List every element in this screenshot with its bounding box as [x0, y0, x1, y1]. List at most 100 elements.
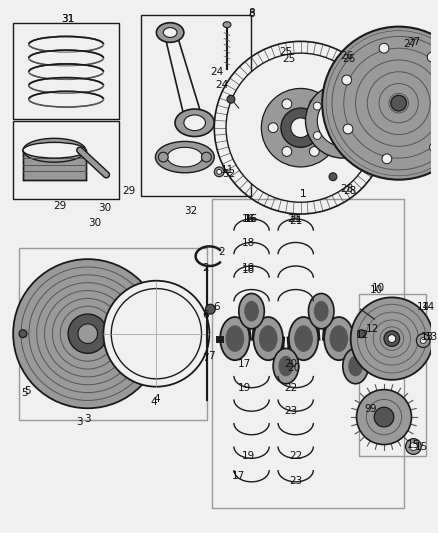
- Ellipse shape: [342, 75, 352, 85]
- Ellipse shape: [78, 324, 98, 343]
- Text: 9: 9: [364, 404, 371, 414]
- Ellipse shape: [282, 147, 292, 156]
- Ellipse shape: [317, 95, 368, 147]
- Ellipse shape: [410, 442, 417, 450]
- Ellipse shape: [29, 78, 103, 93]
- Text: 29: 29: [122, 187, 135, 197]
- Ellipse shape: [205, 304, 215, 314]
- Ellipse shape: [420, 337, 426, 343]
- Ellipse shape: [289, 317, 318, 360]
- Text: 3: 3: [77, 417, 83, 427]
- Text: 18: 18: [242, 265, 255, 275]
- Ellipse shape: [324, 317, 353, 360]
- Ellipse shape: [245, 301, 258, 321]
- Text: 26: 26: [340, 51, 353, 61]
- Ellipse shape: [220, 317, 250, 360]
- Text: 10: 10: [371, 282, 385, 293]
- Ellipse shape: [343, 349, 368, 384]
- Bar: [13, 121, 119, 199]
- Ellipse shape: [295, 326, 312, 351]
- Text: 12: 12: [356, 330, 369, 340]
- Ellipse shape: [282, 99, 292, 109]
- Text: 6: 6: [213, 302, 219, 312]
- Text: 18: 18: [242, 263, 255, 273]
- Text: 14: 14: [417, 302, 430, 312]
- Text: 16: 16: [242, 214, 255, 224]
- Ellipse shape: [175, 109, 214, 136]
- Ellipse shape: [322, 27, 438, 180]
- Text: 11: 11: [220, 165, 233, 175]
- Text: 8: 8: [248, 9, 255, 19]
- Text: 19: 19: [242, 451, 255, 462]
- Ellipse shape: [313, 102, 321, 110]
- Text: 9: 9: [369, 404, 375, 414]
- Ellipse shape: [329, 173, 337, 181]
- Text: 1: 1: [300, 189, 307, 199]
- Ellipse shape: [227, 95, 235, 103]
- Text: 7: 7: [208, 351, 215, 361]
- Ellipse shape: [29, 36, 103, 52]
- Text: 13: 13: [424, 332, 438, 342]
- Text: 5: 5: [25, 385, 31, 395]
- Bar: [19, 248, 208, 420]
- Bar: [13, 23, 119, 119]
- Ellipse shape: [306, 84, 380, 158]
- Ellipse shape: [239, 294, 264, 329]
- Text: 15: 15: [415, 441, 428, 451]
- Ellipse shape: [309, 147, 319, 156]
- Ellipse shape: [201, 152, 211, 162]
- Ellipse shape: [427, 52, 437, 62]
- Ellipse shape: [19, 330, 27, 337]
- Ellipse shape: [357, 317, 387, 360]
- Ellipse shape: [309, 99, 319, 109]
- Ellipse shape: [391, 95, 406, 111]
- Ellipse shape: [314, 301, 328, 321]
- Text: 2: 2: [218, 247, 224, 257]
- Text: 27: 27: [403, 39, 416, 49]
- Text: 4: 4: [150, 398, 157, 407]
- Ellipse shape: [308, 294, 334, 329]
- Ellipse shape: [23, 142, 86, 158]
- Text: 27: 27: [407, 37, 420, 47]
- Ellipse shape: [261, 88, 340, 167]
- Text: 25: 25: [279, 47, 293, 57]
- Text: 26: 26: [342, 54, 355, 64]
- Bar: [141, 15, 251, 196]
- Ellipse shape: [103, 281, 209, 386]
- Text: 1: 1: [300, 189, 307, 199]
- Ellipse shape: [159, 152, 168, 162]
- Ellipse shape: [163, 28, 177, 37]
- Ellipse shape: [357, 330, 365, 337]
- Text: 2: 2: [202, 263, 209, 273]
- Text: 23: 23: [284, 406, 297, 416]
- Text: 31: 31: [61, 14, 75, 24]
- Ellipse shape: [349, 356, 362, 376]
- Text: 22: 22: [284, 383, 297, 393]
- Ellipse shape: [388, 335, 396, 343]
- Ellipse shape: [364, 102, 372, 110]
- Text: 32: 32: [184, 206, 198, 216]
- Text: 6: 6: [202, 310, 209, 320]
- Ellipse shape: [217, 169, 222, 174]
- Ellipse shape: [29, 64, 103, 79]
- Ellipse shape: [29, 50, 103, 66]
- Ellipse shape: [13, 259, 162, 408]
- Ellipse shape: [417, 334, 430, 348]
- Ellipse shape: [384, 331, 400, 346]
- Text: 28: 28: [340, 184, 353, 195]
- Text: 7: 7: [202, 353, 209, 363]
- Ellipse shape: [184, 115, 205, 131]
- Text: 4: 4: [153, 394, 160, 405]
- Ellipse shape: [351, 297, 433, 380]
- Text: 31: 31: [61, 14, 75, 24]
- Ellipse shape: [268, 123, 278, 133]
- Text: 29: 29: [53, 201, 67, 211]
- Text: 25: 25: [282, 54, 296, 64]
- Ellipse shape: [156, 23, 184, 42]
- Ellipse shape: [374, 407, 394, 427]
- Bar: [212, 199, 403, 508]
- Ellipse shape: [357, 390, 411, 445]
- Text: 20: 20: [287, 363, 300, 373]
- Text: 15: 15: [407, 440, 420, 449]
- Bar: [23, 150, 86, 180]
